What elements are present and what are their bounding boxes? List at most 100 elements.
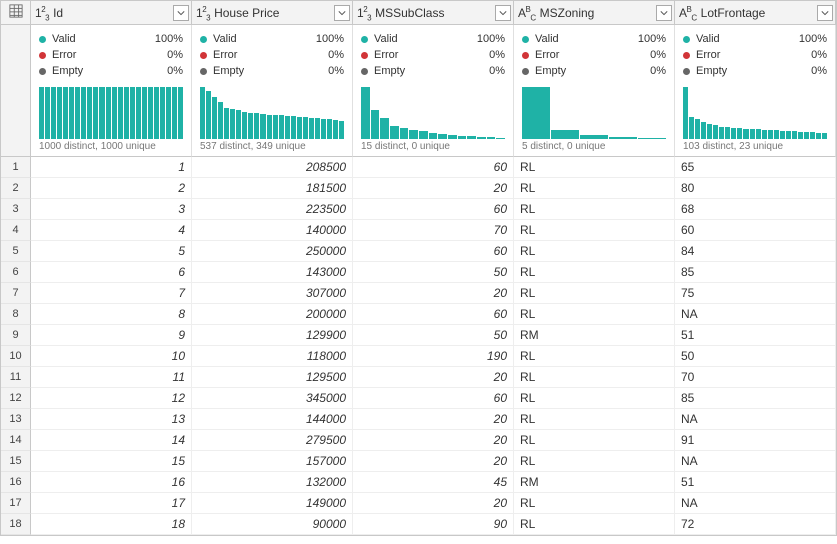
cell[interactable]: 149000	[192, 493, 353, 514]
row-number[interactable]: 9	[1, 325, 31, 346]
table-row[interactable]: 3322350060RL68	[1, 199, 836, 220]
cell[interactable]: 50	[353, 262, 514, 283]
cell[interactable]: 190	[353, 346, 514, 367]
row-number[interactable]: 12	[1, 388, 31, 409]
row-number[interactable]: 14	[1, 430, 31, 451]
cell[interactable]: 129500	[192, 367, 353, 388]
cell[interactable]: 60	[353, 241, 514, 262]
cell[interactable]: 90	[353, 514, 514, 535]
table-row[interactable]: 9912990050RM51	[1, 325, 836, 346]
cell[interactable]: RL	[514, 199, 675, 220]
row-number[interactable]: 18	[1, 514, 31, 535]
cell[interactable]: 70	[353, 220, 514, 241]
table-row[interactable]: 7730700020RL75	[1, 283, 836, 304]
cell[interactable]: RL	[514, 409, 675, 430]
cell[interactable]: 68	[675, 199, 836, 220]
cell[interactable]: 279500	[192, 430, 353, 451]
row-number[interactable]: 15	[1, 451, 31, 472]
cell[interactable]: NA	[675, 409, 836, 430]
column-filter-dropdown[interactable]	[656, 5, 672, 21]
cell[interactable]: 60	[353, 199, 514, 220]
cell[interactable]: 75	[675, 283, 836, 304]
row-number[interactable]: 11	[1, 367, 31, 388]
column-filter-dropdown[interactable]	[173, 5, 189, 21]
table-row[interactable]: 6614300050RL85	[1, 262, 836, 283]
cell[interactable]: 91	[675, 430, 836, 451]
cell[interactable]: 20	[353, 430, 514, 451]
cell[interactable]: RL	[514, 451, 675, 472]
row-number[interactable]: 3	[1, 199, 31, 220]
cell[interactable]: 90000	[192, 514, 353, 535]
cell[interactable]: RM	[514, 325, 675, 346]
row-number[interactable]: 6	[1, 262, 31, 283]
cell[interactable]: 4	[31, 220, 192, 241]
cell[interactable]: 14	[31, 430, 192, 451]
cell[interactable]: 80	[675, 178, 836, 199]
cell[interactable]: 18	[31, 514, 192, 535]
cell[interactable]: 2	[31, 178, 192, 199]
cell[interactable]: 1	[31, 157, 192, 178]
cell[interactable]: 70	[675, 367, 836, 388]
row-number[interactable]: 13	[1, 409, 31, 430]
cell[interactable]: 20	[353, 493, 514, 514]
cell[interactable]: 60	[353, 388, 514, 409]
cell[interactable]: 129900	[192, 325, 353, 346]
cell[interactable]: 85	[675, 388, 836, 409]
cell[interactable]: 10	[31, 346, 192, 367]
cell[interactable]: RL	[514, 241, 675, 262]
cell[interactable]: 200000	[192, 304, 353, 325]
cell[interactable]: RL	[514, 430, 675, 451]
cell[interactable]: 20	[353, 451, 514, 472]
row-number[interactable]: 8	[1, 304, 31, 325]
cell[interactable]: 84	[675, 241, 836, 262]
cell[interactable]: 143000	[192, 262, 353, 283]
cell[interactable]: RL	[514, 367, 675, 388]
cell[interactable]: 72	[675, 514, 836, 535]
cell[interactable]: RL	[514, 262, 675, 283]
cell[interactable]: RL	[514, 304, 675, 325]
cell[interactable]: RL	[514, 157, 675, 178]
table-corner[interactable]	[1, 1, 31, 25]
cell[interactable]: NA	[675, 493, 836, 514]
row-number[interactable]: 4	[1, 220, 31, 241]
cell[interactable]: RL	[514, 514, 675, 535]
row-number[interactable]: 1	[1, 157, 31, 178]
cell[interactable]: 7	[31, 283, 192, 304]
cell[interactable]: NA	[675, 451, 836, 472]
cell[interactable]: RM	[514, 472, 675, 493]
cell[interactable]: RL	[514, 220, 675, 241]
cell[interactable]: 51	[675, 325, 836, 346]
column-header[interactable]: 123Id	[31, 1, 192, 25]
column-header[interactable]: 123House Price	[192, 1, 353, 25]
column-header[interactable]: ABCLotFrontage	[675, 1, 836, 25]
cell[interactable]: 223500	[192, 199, 353, 220]
table-row[interactable]: 2218150020RL80	[1, 178, 836, 199]
cell[interactable]: 250000	[192, 241, 353, 262]
cell[interactable]: 60	[675, 220, 836, 241]
cell[interactable]: 3	[31, 199, 192, 220]
cell[interactable]: 12	[31, 388, 192, 409]
cell[interactable]: 20	[353, 409, 514, 430]
row-number[interactable]: 10	[1, 346, 31, 367]
cell[interactable]: 307000	[192, 283, 353, 304]
table-row[interactable]: 121234500060RL85	[1, 388, 836, 409]
cell[interactable]: 15	[31, 451, 192, 472]
column-header[interactable]: ABCMSZoning	[514, 1, 675, 25]
table-row[interactable]: 131314400020RLNA	[1, 409, 836, 430]
row-number[interactable]: 7	[1, 283, 31, 304]
cell[interactable]: 50	[675, 346, 836, 367]
cell[interactable]: RL	[514, 283, 675, 304]
table-row[interactable]: 8820000060RLNA	[1, 304, 836, 325]
cell[interactable]: 181500	[192, 178, 353, 199]
column-header[interactable]: 123MSSubClass	[353, 1, 514, 25]
table-row[interactable]: 151515700020RLNA	[1, 451, 836, 472]
cell[interactable]: 5	[31, 241, 192, 262]
row-number[interactable]: 17	[1, 493, 31, 514]
cell[interactable]: 157000	[192, 451, 353, 472]
cell[interactable]: 50	[353, 325, 514, 346]
cell[interactable]: 85	[675, 262, 836, 283]
cell[interactable]: 17	[31, 493, 192, 514]
table-row[interactable]: 18189000090RL72	[1, 514, 836, 535]
cell[interactable]: 16	[31, 472, 192, 493]
cell[interactable]: NA	[675, 304, 836, 325]
